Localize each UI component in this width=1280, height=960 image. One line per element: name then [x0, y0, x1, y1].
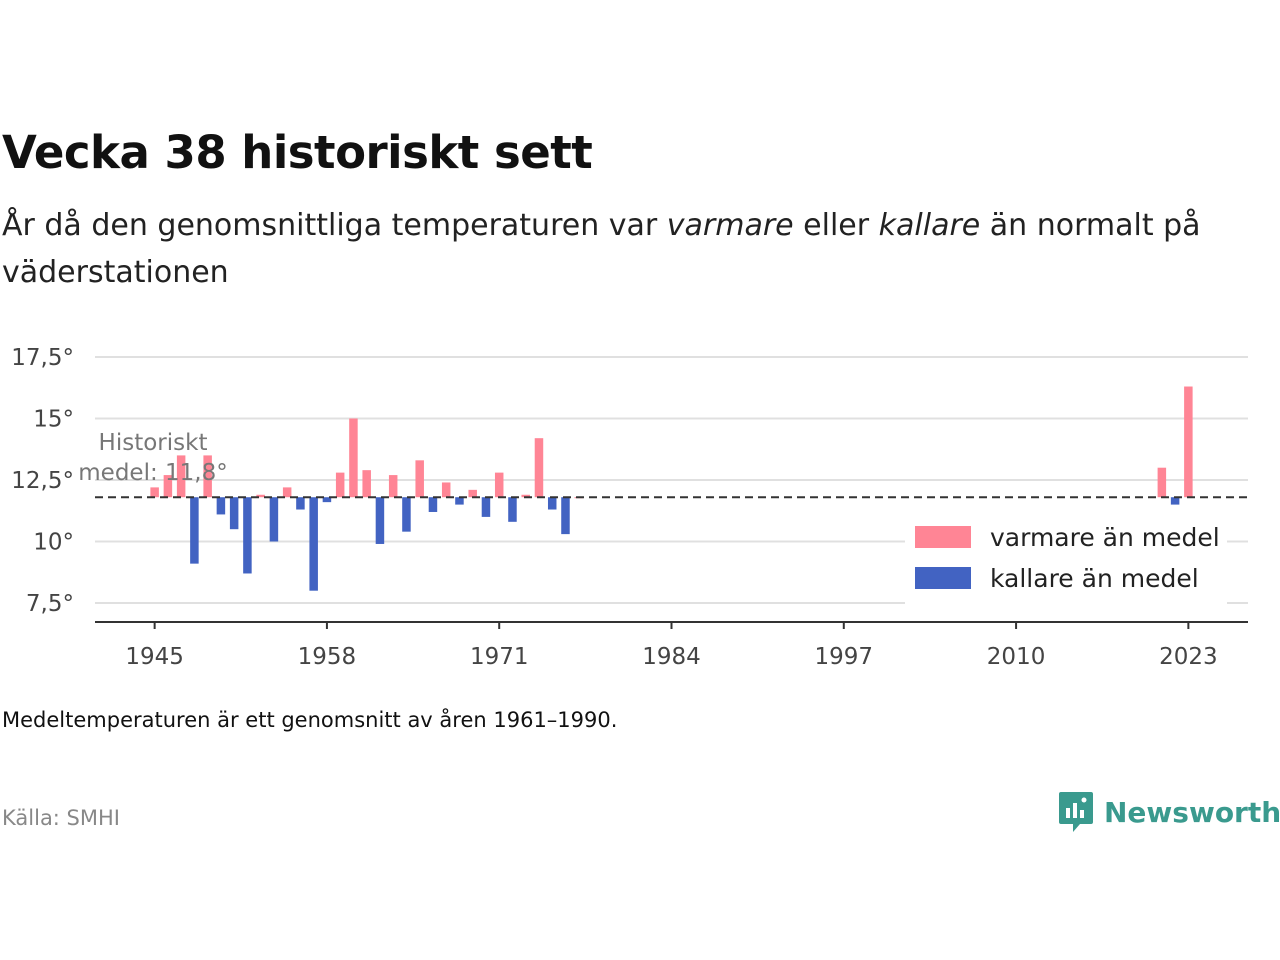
bar-colder — [375, 497, 385, 544]
y-tick-label: 7,5° — [26, 591, 74, 617]
y-tick-label: 15° — [33, 407, 74, 433]
bar-colder — [309, 497, 318, 591]
bar-warmer — [349, 418, 358, 498]
footnote: Medeltemperaturen är ett genomsnitt av å… — [2, 708, 618, 732]
x-tick-label: 1984 — [642, 644, 701, 670]
bar-warmer — [1184, 386, 1193, 498]
bar-colder — [481, 497, 491, 517]
bar-warmer — [388, 475, 398, 498]
bar-colder — [190, 497, 199, 564]
subtitle-colder: kallare — [878, 208, 981, 243]
x-tick-label: 2023 — [1159, 644, 1218, 670]
legend-label-warmer: varmare än medel — [990, 523, 1220, 552]
chart-title: Vecka 38 historiskt sett — [2, 126, 593, 179]
bar-warmer — [203, 455, 212, 498]
bar-colder — [1170, 497, 1180, 505]
x-tick-label: 1997 — [815, 644, 874, 670]
bar-warmer — [256, 494, 265, 498]
bar-colder — [455, 497, 464, 505]
legend-label-colder: kallare än medel — [990, 564, 1199, 593]
bar-warmer — [1157, 467, 1167, 498]
bar-warmer — [335, 472, 345, 498]
bar-warmer — [150, 487, 159, 498]
temperature-bar-chart: 7,5° 10° 12,5° 15° 17,5° Historiskt medel: 1… — [11, 345, 1248, 670]
y-tick-label: 10° — [33, 530, 74, 556]
legend-swatch-colder — [915, 567, 971, 589]
legend-swatch-warmer — [915, 526, 971, 548]
bar-warmer — [534, 438, 544, 498]
bars — [150, 386, 1193, 591]
bar-colder — [402, 497, 411, 532]
bar-warmer — [163, 475, 173, 498]
legend: varmare än medel kallare än medel — [905, 515, 1227, 615]
subtitle-warmer: varmare — [666, 208, 794, 243]
bar-warmer — [282, 487, 292, 498]
x-tick-label: 1971 — [470, 644, 529, 670]
bar-colder — [547, 497, 557, 510]
x-tick-label: 2010 — [987, 644, 1046, 670]
bar-colder — [428, 497, 438, 512]
x-axis-ticks: 1945 1958 1971 1984 1997 2010 2023 — [125, 622, 1218, 670]
newsworthy-logo-icon — [1059, 792, 1093, 832]
bar-colder — [269, 497, 279, 542]
brand-logo: Newsworthy — [1058, 790, 1280, 834]
subtitle-text: År då den genomsnittliga temperaturen va… — [2, 208, 667, 243]
bar-colder — [229, 497, 239, 530]
baseline-annotation-line2: medel: 11,8° — [78, 460, 227, 486]
bar-warmer — [176, 455, 186, 498]
x-tick-label: 1958 — [298, 644, 357, 670]
bar-warmer — [494, 472, 504, 498]
bar-colder — [296, 497, 305, 510]
subtitle-text: eller — [793, 208, 879, 243]
source-label: Källa: SMHI — [2, 806, 120, 830]
brand-name: Newsworthy — [1104, 795, 1280, 829]
bar-colder — [243, 497, 252, 574]
subtitle-text: än normalt på väderstationen — [2, 208, 1201, 290]
bar-warmer — [362, 470, 371, 498]
x-tick-label: 1945 — [125, 644, 184, 670]
bar-colder — [322, 497, 332, 503]
chart-subtitle: År då den genomsnittliga temperaturen va… — [2, 202, 1242, 296]
bar-warmer — [441, 482, 451, 498]
bar-colder — [508, 497, 517, 522]
bar-warmer — [468, 489, 477, 498]
y-tick-label: 12,5° — [11, 468, 74, 494]
y-tick-label: 17,5° — [11, 345, 74, 371]
baseline-annotation-line1: Historiskt — [99, 430, 208, 456]
bar-colder — [561, 497, 570, 535]
y-axis-ticks: 7,5° 10° 12,5° 15° 17,5° — [11, 345, 74, 617]
bar-warmer — [521, 494, 530, 498]
bar-colder — [216, 497, 226, 515]
bar-warmer — [415, 460, 424, 498]
